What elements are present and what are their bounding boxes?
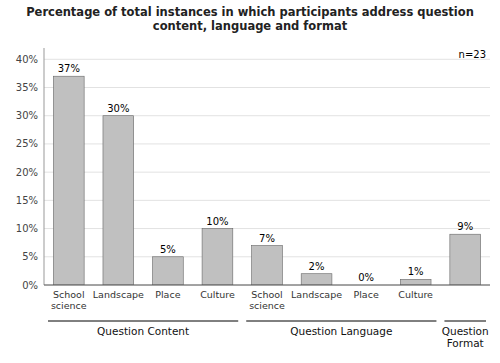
y-tick-label: 25% bbox=[16, 138, 38, 149]
data-label: 10% bbox=[206, 216, 228, 227]
grid-line bbox=[44, 87, 490, 88]
x-axis-line bbox=[44, 285, 490, 286]
x-tick-label: Schoolscience bbox=[51, 289, 87, 311]
y-axis-line bbox=[44, 48, 45, 285]
y-tick-label: 10% bbox=[16, 223, 38, 234]
x-tick-label: Culture bbox=[200, 289, 235, 300]
chart-svg: Percentage of total instances in which p… bbox=[0, 0, 500, 363]
x-tick-label: Place bbox=[155, 289, 180, 300]
annotation: n=23 bbox=[459, 49, 486, 60]
grid-line bbox=[44, 59, 490, 60]
group-label: Question Content bbox=[97, 325, 189, 337]
x-tick-label: Culture bbox=[398, 289, 433, 300]
data-label: 9% bbox=[457, 221, 473, 232]
group-bracket bbox=[444, 321, 486, 322]
grid-line bbox=[44, 285, 490, 286]
y-tick-label: 35% bbox=[16, 82, 38, 93]
chart-container: Percentage of total instances in which p… bbox=[0, 0, 500, 363]
bar bbox=[450, 234, 481, 285]
y-tick-label: 30% bbox=[16, 110, 38, 121]
bar bbox=[301, 274, 332, 285]
y-tick-label: 40% bbox=[16, 54, 38, 65]
bar bbox=[103, 116, 134, 285]
x-tick-label: Schoolscience bbox=[249, 289, 285, 311]
x-tick-label: Place bbox=[353, 289, 378, 300]
bars bbox=[53, 76, 480, 285]
y-tick-label: 5% bbox=[22, 251, 38, 262]
bar bbox=[252, 246, 283, 286]
y-tick-label: 0% bbox=[22, 280, 38, 291]
y-tick-label: 15% bbox=[16, 195, 38, 206]
bar bbox=[153, 257, 184, 285]
y-tick-label: 20% bbox=[16, 167, 38, 178]
grid bbox=[44, 59, 490, 285]
bar bbox=[202, 229, 233, 285]
group-bracket bbox=[48, 321, 238, 322]
data-label: 37% bbox=[58, 63, 80, 74]
data-label: 1% bbox=[408, 266, 424, 277]
bar bbox=[53, 76, 84, 285]
data-label: 30% bbox=[107, 103, 129, 114]
x-tick-label: Landscape bbox=[93, 289, 144, 300]
data-label: 5% bbox=[160, 244, 176, 255]
group-label: QuestionFormat bbox=[442, 325, 489, 349]
title: Percentage of total instances in which p… bbox=[26, 5, 474, 33]
data-label: 2% bbox=[309, 261, 325, 272]
data-label: 0% bbox=[358, 272, 374, 283]
group-bracket bbox=[246, 321, 436, 322]
x-tick-label: Landscape bbox=[291, 289, 342, 300]
group-label: Question Language bbox=[290, 325, 392, 337]
bar bbox=[400, 279, 431, 285]
data-label: 7% bbox=[259, 233, 275, 244]
